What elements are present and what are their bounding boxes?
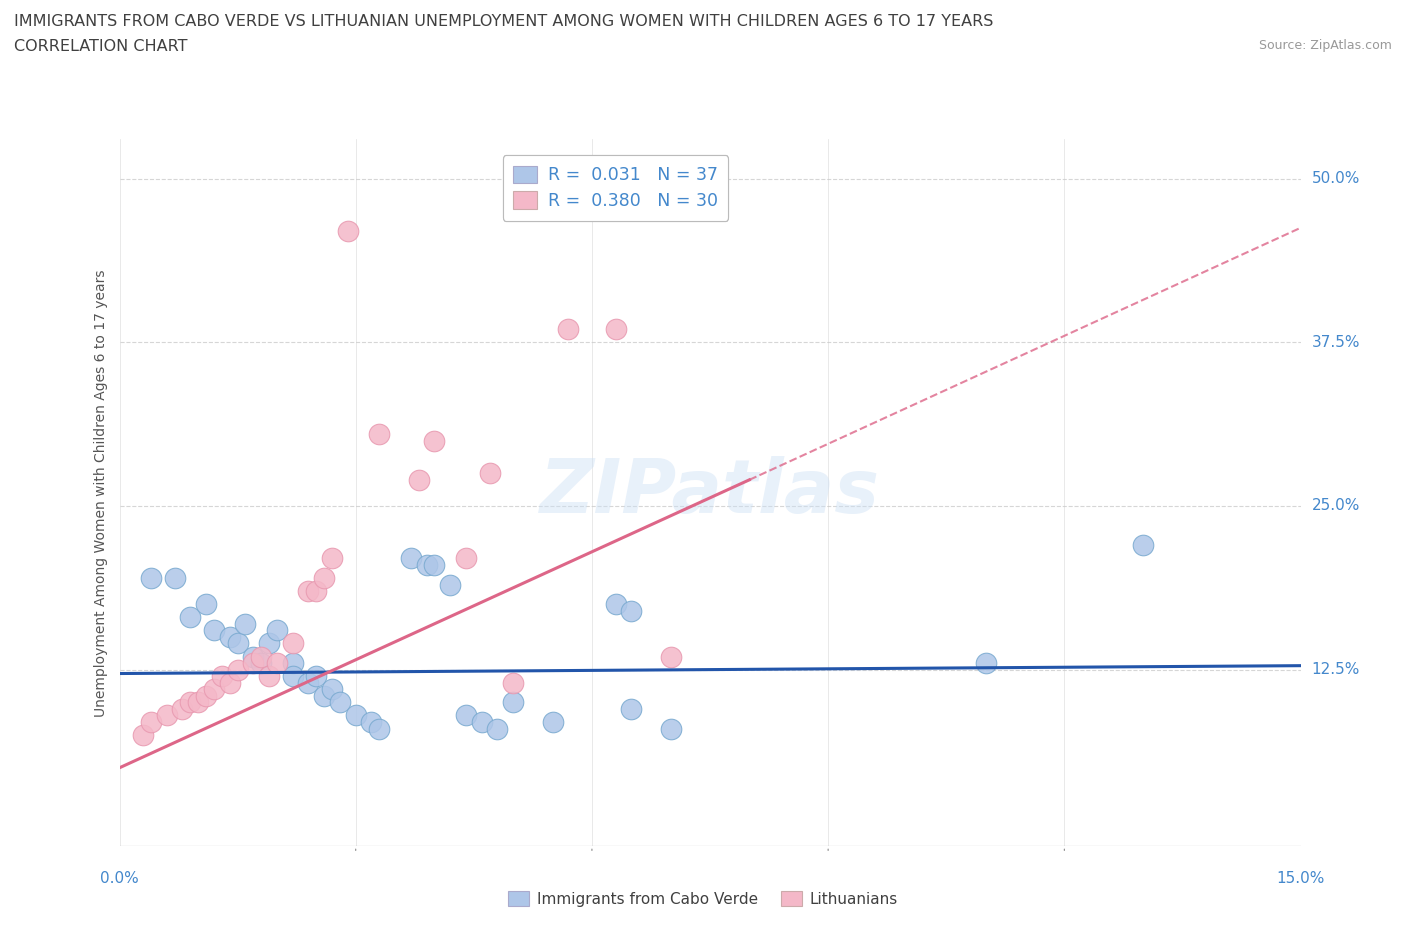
Point — [218, 675, 240, 690]
Point — [1132, 538, 1154, 552]
Point — [423, 557, 446, 572]
Text: 0.0%: 0.0% — [100, 871, 139, 886]
Point — [659, 721, 682, 736]
Point — [156, 708, 179, 723]
Point — [226, 636, 249, 651]
Text: 37.5%: 37.5% — [1312, 335, 1360, 350]
Point — [132, 727, 155, 742]
Text: ZIPatlas: ZIPatlas — [540, 457, 880, 529]
Point — [266, 656, 288, 671]
Point — [257, 669, 280, 684]
Point — [242, 656, 264, 671]
Point — [195, 688, 218, 703]
Point — [620, 701, 643, 716]
Point — [218, 630, 240, 644]
Point — [179, 695, 201, 710]
Y-axis label: Unemployment Among Women with Children Ages 6 to 17 years: Unemployment Among Women with Children A… — [94, 269, 108, 717]
Point — [336, 224, 359, 239]
Point — [605, 597, 627, 612]
Point — [202, 682, 225, 697]
Point — [163, 570, 186, 585]
Text: 15.0%: 15.0% — [1277, 871, 1324, 886]
Text: Source: ZipAtlas.com: Source: ZipAtlas.com — [1258, 39, 1392, 52]
Point — [659, 649, 682, 664]
Legend: Immigrants from Cabo Verde, Lithuanians: Immigrants from Cabo Verde, Lithuanians — [502, 885, 904, 913]
Point — [502, 675, 524, 690]
Point — [235, 617, 257, 631]
Point — [314, 570, 336, 585]
Point — [281, 669, 304, 684]
Text: CORRELATION CHART: CORRELATION CHART — [14, 39, 187, 54]
Point — [305, 669, 328, 684]
Point — [471, 714, 494, 729]
Point — [439, 578, 461, 592]
Point — [368, 721, 391, 736]
Point — [211, 669, 233, 684]
Point — [541, 714, 564, 729]
Point — [454, 708, 477, 723]
Point — [257, 636, 280, 651]
Legend: R =  0.031   N = 37, R =  0.380   N = 30: R = 0.031 N = 37, R = 0.380 N = 30 — [503, 155, 728, 220]
Text: 50.0%: 50.0% — [1312, 171, 1360, 186]
Point — [314, 688, 336, 703]
Point — [281, 656, 304, 671]
Point — [486, 721, 509, 736]
Point — [423, 433, 446, 448]
Point — [250, 649, 273, 664]
Point — [321, 551, 343, 565]
Point — [281, 636, 304, 651]
Point — [344, 708, 367, 723]
Point — [620, 604, 643, 618]
Point — [368, 427, 391, 442]
Point — [297, 584, 319, 599]
Point — [187, 695, 209, 710]
Point — [605, 322, 627, 337]
Point — [415, 557, 437, 572]
Point — [408, 472, 430, 487]
Point — [974, 656, 997, 671]
Point — [305, 584, 328, 599]
Point — [195, 597, 218, 612]
Point — [478, 466, 501, 481]
Point — [321, 682, 343, 697]
Point — [242, 649, 264, 664]
Point — [557, 322, 579, 337]
Point — [399, 551, 422, 565]
Point — [139, 570, 162, 585]
Text: 12.5%: 12.5% — [1312, 662, 1360, 677]
Point — [360, 714, 382, 729]
Point — [179, 610, 201, 625]
Point — [502, 695, 524, 710]
Point — [266, 623, 288, 638]
Text: 25.0%: 25.0% — [1312, 498, 1360, 513]
Point — [202, 623, 225, 638]
Point — [139, 714, 162, 729]
Text: IMMIGRANTS FROM CABO VERDE VS LITHUANIAN UNEMPLOYMENT AMONG WOMEN WITH CHILDREN : IMMIGRANTS FROM CABO VERDE VS LITHUANIAN… — [14, 14, 994, 29]
Point — [250, 656, 273, 671]
Point — [454, 551, 477, 565]
Point — [297, 675, 319, 690]
Point — [226, 662, 249, 677]
Point — [329, 695, 352, 710]
Point — [172, 701, 194, 716]
